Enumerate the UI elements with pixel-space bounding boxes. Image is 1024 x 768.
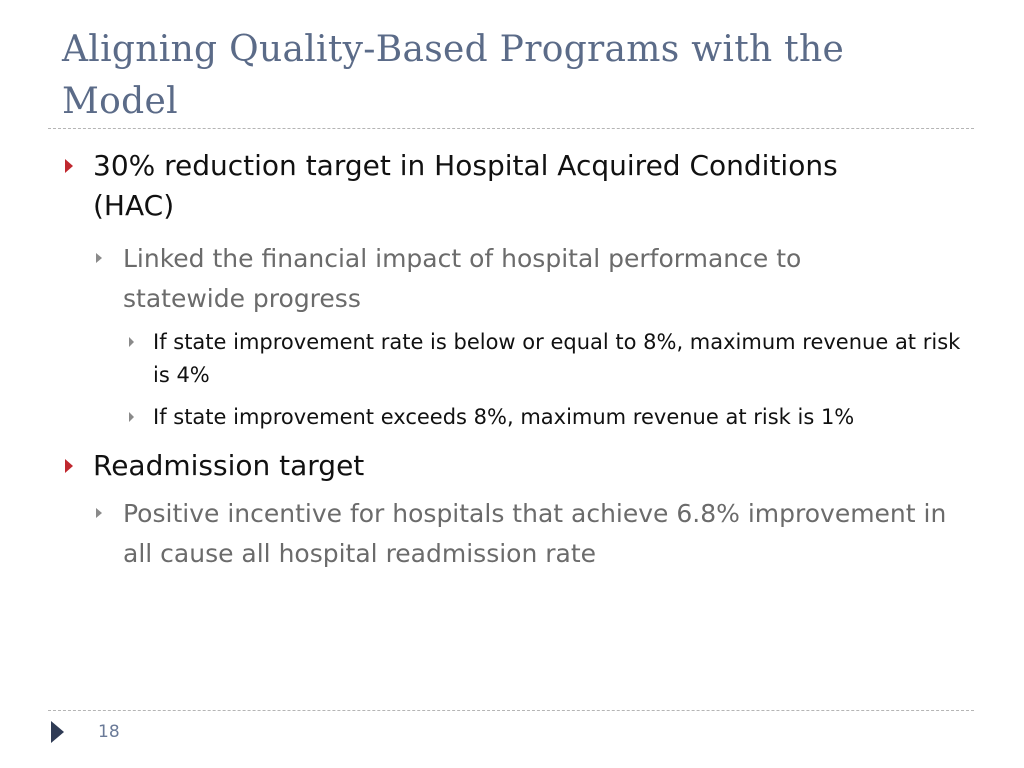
bullet-item: Linked the financial impact of hospital … (96, 239, 923, 319)
footer-divider (48, 710, 974, 711)
triangle-right-icon (96, 253, 102, 263)
bullet-text: If state improvement rate is below or eq… (153, 330, 961, 387)
bullet-item: Readmission target (65, 446, 923, 486)
bullet-text: Positive incentive for hospitals that ac… (123, 499, 947, 568)
play-arrow-icon (51, 721, 64, 743)
bullet-text: If state improvement exceeds 8%, maximum… (153, 405, 855, 429)
triangle-right-icon (65, 459, 73, 473)
page-number: 18 (98, 722, 120, 742)
bullet-text: 30% reduction target in Hospital Acquire… (93, 149, 838, 222)
triangle-right-icon (96, 508, 102, 518)
slide-title: Aligning Quality-Based Programs with the… (62, 29, 845, 122)
triangle-right-icon (129, 337, 134, 347)
bullet-text: Linked the financial impact of hospital … (123, 244, 802, 313)
title-divider (48, 128, 974, 129)
bullet-text: Readmission target (93, 449, 365, 482)
bullet-item: 30% reduction target in Hospital Acquire… (65, 146, 923, 226)
triangle-right-icon (65, 159, 73, 173)
bullet-item: Positive incentive for hospitals that ac… (96, 494, 953, 574)
bullet-item: If state improvement rate is below or eq… (129, 326, 968, 392)
bullet-item: If state improvement exceeds 8%, maximum… (129, 401, 968, 434)
triangle-right-icon (129, 412, 134, 422)
